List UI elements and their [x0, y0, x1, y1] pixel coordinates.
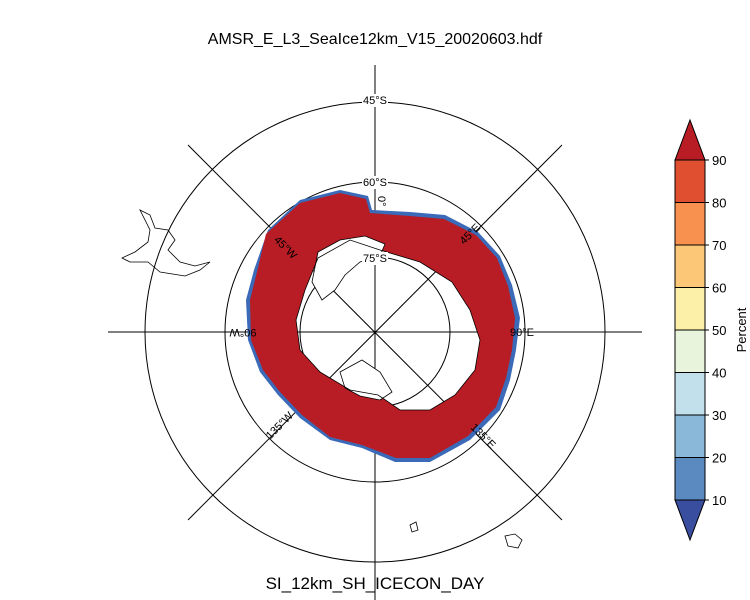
colorbar-boxes — [674, 159, 706, 501]
lon-label-135w: 135°W — [264, 409, 296, 441]
colorbar-tick-label: 40 — [712, 366, 726, 381]
colorbar-ticks: 10 20 30 40 50 60 70 80 90 — [705, 153, 726, 508]
island-small — [409, 521, 419, 533]
lat-label-45s: 45°S — [363, 95, 387, 107]
landmasses — [121, 209, 523, 549]
colorbar-box — [674, 202, 706, 246]
colorbar-tick-label: 50 — [712, 323, 726, 338]
ross-open-water — [339, 359, 393, 401]
antarctica-coastline — [295, 239, 481, 411]
colorbar-box — [674, 457, 706, 501]
colorbar-box — [674, 244, 706, 288]
colorbar-tick-label: 30 — [712, 408, 726, 423]
meridian-45e-135w — [187, 144, 563, 521]
colorbar-box — [674, 159, 706, 203]
colorbar: 10 20 30 40 50 60 70 80 90 Percent — [674, 118, 749, 542]
lon-label-90w: 90°W — [229, 326, 257, 338]
colorbar-overflow-top — [674, 118, 706, 161]
lon-label-0: 0° — [375, 196, 387, 207]
lat-label-60s: 60°S — [363, 177, 387, 189]
map-title: AMSR_E_L3_SeaIce12km_V15_20020603.hdf — [207, 31, 543, 48]
colorbar-tick-label: 60 — [712, 281, 726, 296]
colorbar-tick-label: 70 — [712, 238, 726, 253]
lat-label-75s: 75°S — [363, 253, 387, 265]
lon-label-90e: 90°E — [510, 327, 534, 339]
colorbar-box — [674, 372, 706, 416]
colorbar-box — [674, 287, 706, 331]
graticule — [108, 65, 642, 600]
colorbar-overflow-bottom — [674, 499, 706, 542]
colorbar-tick-label: 20 — [712, 451, 726, 466]
island-nz — [504, 533, 523, 549]
map-subtitle: SI_12km_SH_ICECON_DAY — [265, 574, 485, 593]
colorbar-label: Percent — [734, 307, 749, 352]
colorbar-tick-label: 10 — [712, 493, 726, 508]
colorbar-tick-label: 90 — [712, 153, 726, 168]
colorbar-tick-label: 80 — [712, 196, 726, 211]
south-america-tip — [121, 209, 211, 277]
colorbar-box — [674, 329, 706, 373]
colorbar-box — [674, 414, 706, 458]
